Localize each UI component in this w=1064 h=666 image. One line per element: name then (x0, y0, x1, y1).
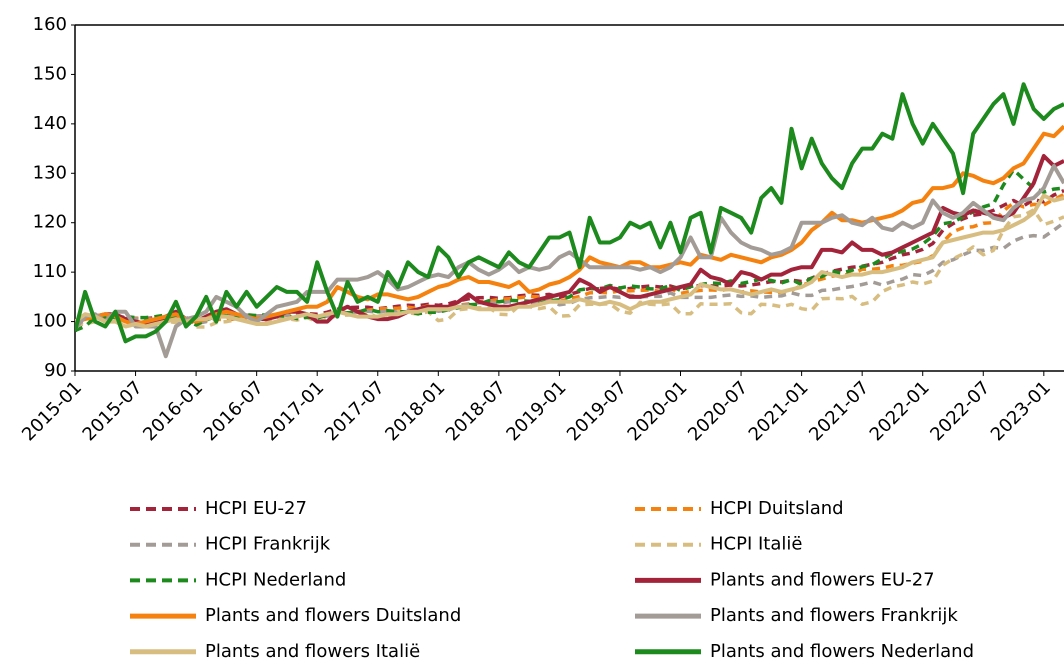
series-line (75, 163, 1064, 359)
x-tick-label: 2019-01 (502, 377, 570, 445)
x-tick-label: 2021-01 (745, 377, 813, 445)
legend-label: Plants and flowers Italië (205, 641, 420, 662)
y-tick-label: 120 (33, 212, 67, 233)
x-tick-label: 2015-07 (79, 377, 147, 445)
legend-label: Plants and flowers EU-27 (710, 569, 935, 590)
legend-label: HCPI Duitsland (710, 498, 844, 519)
y-tick-label: 90 (44, 360, 67, 381)
y-tick-label: 150 (33, 63, 67, 84)
y-tick-label: 140 (33, 113, 67, 134)
legend-label: HCPI Italië (710, 534, 802, 555)
legend-label: Plants and flowers Nederland (710, 641, 974, 662)
x-tick-label: 2015-01 (18, 377, 86, 445)
legend-label: HCPI EU-27 (205, 498, 307, 519)
series-line (75, 193, 1064, 329)
x-tick-label: 2020-01 (624, 377, 692, 445)
x-tick-label: 2017-01 (260, 377, 328, 445)
legend-label: HCPI Frankrijk (205, 534, 331, 555)
x-tick-label: 2021-07 (805, 377, 873, 445)
y-tick-label: 100 (33, 311, 67, 332)
x-tick-label: 2022-07 (926, 377, 994, 445)
plot-area (75, 82, 1064, 359)
x-tick-label: 2016-07 (200, 377, 268, 445)
legend-label: HCPI Nederland (205, 569, 346, 590)
legend-label: Plants and flowers Frankrijk (710, 605, 958, 626)
x-tick-label: 2017-07 (321, 377, 389, 445)
x-tick-label: 2023-01 (987, 377, 1055, 445)
series-line (75, 82, 1064, 344)
series-line (75, 124, 1064, 326)
y-tick-label: 160 (33, 14, 67, 35)
x-tick-label: 2018-07 (442, 377, 510, 445)
x-tick-label: 2018-01 (381, 377, 449, 445)
legend-label: Plants and flowers Duitsland (205, 605, 461, 626)
x-tick-label: 2022-01 (866, 377, 934, 445)
x-tick-label: 2019-07 (563, 377, 631, 445)
x-tick-label: 2020-07 (684, 377, 752, 445)
y-tick-label: 130 (33, 162, 67, 183)
y-tick-label: 110 (33, 261, 67, 282)
x-tick-label: 2016-01 (139, 377, 207, 445)
